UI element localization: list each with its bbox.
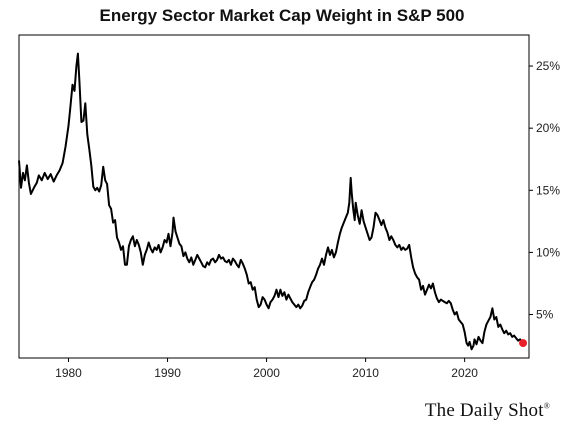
y-tick-label: 20% [536, 121, 560, 135]
x-tick-label: 2020 [451, 366, 478, 380]
plot-frame [18, 34, 530, 359]
x-tick-label: 1990 [154, 366, 181, 380]
x-tick-label: 2000 [253, 366, 280, 380]
chart-axes: 1980 1990 2000 2010 2020 5% 10% 15% 20% 25% [18, 34, 560, 380]
last-value-marker [519, 339, 528, 348]
x-tick-label: 1980 [55, 366, 82, 380]
chart-title: Energy Sector Market Cap Weight in S&P 5… [99, 6, 465, 25]
y-tick-label: 10% [536, 245, 560, 259]
y-tick-label: 25% [536, 59, 560, 73]
registered-mark: ® [543, 401, 550, 411]
y-tick-label: 15% [536, 183, 560, 197]
brand-logo: The Daily Shot® [425, 400, 550, 422]
series-layer [18, 52, 528, 351]
x-tick-label: 2010 [352, 366, 379, 380]
y-tick-label: 5% [536, 308, 554, 322]
series-line [18, 52, 524, 351]
brand-text: The Daily Shot [424, 400, 544, 421]
